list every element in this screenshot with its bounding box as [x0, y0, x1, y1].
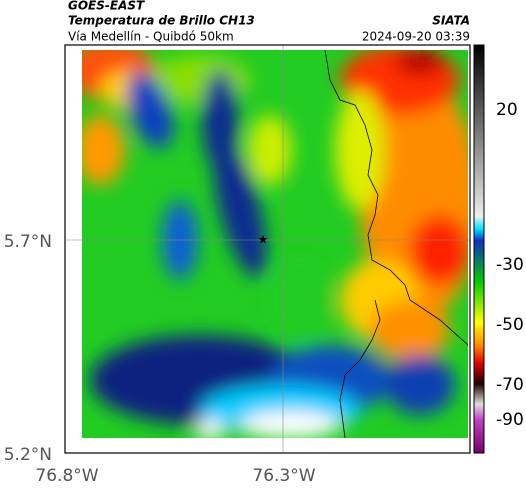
border	[339, 299, 381, 438]
title: Temperatura de Brillo CH13	[68, 14, 255, 28]
colorbar-tick-label: 20	[496, 100, 518, 120]
y-tick-label: 5.2°N	[4, 445, 52, 465]
x-tick-label: 76.8°W	[35, 466, 98, 486]
colorbar-tick-label: -70	[496, 375, 524, 395]
colorbar-tick-label: -90	[496, 410, 524, 430]
map-frame	[64, 44, 471, 454]
satellite-imagery	[82, 50, 468, 438]
colorbar-tick-label: -50	[496, 315, 524, 335]
subtitle: Vía Medellín - Quibdó 50km	[68, 30, 234, 44]
location-star: ★	[258, 233, 269, 247]
y-tick-label: 5.7°N	[4, 232, 52, 252]
colorbar	[473, 44, 485, 454]
datetime: 2024-09-20 03:39	[362, 30, 470, 44]
border	[324, 50, 468, 346]
colorbar-tick-label: -30	[496, 255, 524, 275]
satellite-name: GOES-EAST	[68, 0, 145, 13]
source: SIATA	[432, 14, 470, 28]
x-tick-label: 76.3°W	[252, 466, 315, 486]
